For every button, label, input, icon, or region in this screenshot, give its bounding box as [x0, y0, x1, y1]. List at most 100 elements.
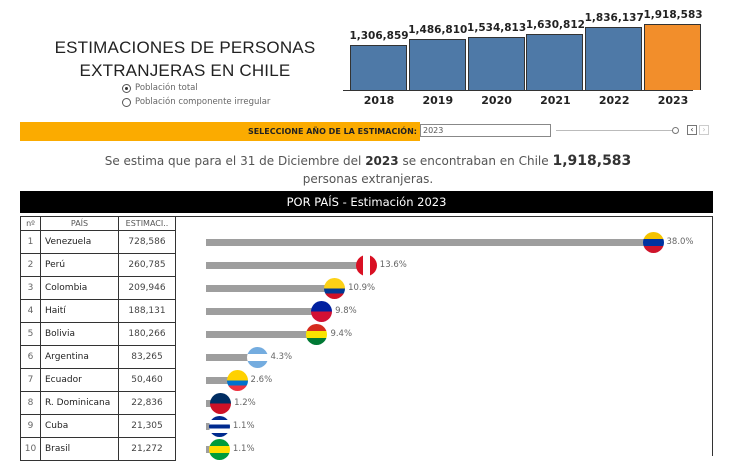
year-bar-label: 1,630,812: [525, 18, 585, 31]
table-row[interactable]: 4 Haití 188,131: [20, 299, 176, 323]
cell-est: 209,946: [118, 276, 176, 300]
country-pct-label: 1.2%: [234, 397, 256, 408]
col-header-n: nº: [20, 216, 41, 231]
flag-icon-hait: [311, 301, 333, 322]
cell-pais: Colombia: [40, 276, 119, 300]
flag-icon-bolivia: [306, 324, 328, 345]
country-pct-label: 13.6%: [379, 259, 407, 270]
table-row[interactable]: 3 Colombia 209,946: [20, 276, 176, 300]
cell-n: 2: [20, 253, 41, 277]
cell-pais: Perú: [40, 253, 119, 277]
country-pct-label: 1.1%: [232, 420, 255, 431]
table-row[interactable]: 8 R. Dominicana 22,836: [20, 391, 176, 415]
year-bar-label: 1,534,813: [467, 22, 527, 35]
cell-pais: Brasil: [40, 437, 119, 461]
cell-n: 7: [20, 368, 41, 392]
slider-handle[interactable]: [672, 127, 679, 134]
country-pct-label: 4.3%: [270, 351, 293, 362]
year-tick-label: 2022: [598, 94, 630, 107]
country-pct-label: 1.1%: [232, 443, 255, 454]
flag-icon-ecuador: [226, 370, 248, 391]
country-bar-chart: 38.0% 13.6% 10.9% 9.8% 9.4% 4.3% 2.6% 1.2% 1.1% 1…: [175, 216, 713, 460]
year-bar-2018[interactable]: [350, 45, 407, 90]
country-bar[interactable]: [206, 377, 237, 384]
cell-pais: Bolivia: [40, 322, 119, 346]
country-pct-label: 10.9%: [348, 282, 376, 293]
col-header-pais: PAÍS: [40, 216, 119, 231]
flag-icon-cuba: [208, 416, 230, 437]
cell-pais: Cuba: [40, 414, 119, 438]
year-tick-label: 2019: [422, 94, 454, 107]
table-row[interactable]: 7 Ecuador 50,460: [20, 368, 176, 392]
cell-est: 180,266: [118, 322, 176, 346]
year-bar-2023[interactable]: [644, 24, 701, 90]
radio-poblacion-total[interactable]: Población total: [122, 83, 198, 93]
flag-icon-per: [355, 255, 377, 276]
cell-n: 3: [20, 276, 41, 300]
country-pct-label: 9.8%: [335, 305, 357, 316]
cell-est: 21,272: [118, 437, 176, 461]
year-bar-label: 1,918,583: [643, 9, 703, 21]
cell-est: 83,265: [118, 345, 176, 369]
cell-pais: R. Dominicana: [40, 391, 119, 415]
flag-icon-colombia: [324, 278, 346, 299]
table-row[interactable]: 1 Venezuela 728,586: [20, 230, 176, 254]
page-title: ESTIMACIONES DE PERSONAS EXTRANJERAS EN …: [54, 38, 316, 80]
year-bar-2020[interactable]: [467, 37, 525, 90]
flag-icon-venezuela: [642, 232, 664, 253]
table-row[interactable]: 2 Perú 260,785: [20, 253, 176, 277]
cell-est: 50,460: [118, 368, 176, 392]
summary-line-1: Se estima que para el 31 de Diciembre de…: [104, 153, 632, 169]
cell-est: 22,836: [118, 391, 176, 415]
year-slider[interactable]: [556, 130, 678, 131]
country-bar[interactable]: [206, 285, 335, 292]
cell-n: 4: [20, 299, 41, 323]
year-bar-2019[interactable]: [408, 38, 466, 90]
cell-est: 188,131: [118, 299, 176, 323]
year-tick-label: 2020: [481, 94, 512, 107]
col-header-estimacion[interactable]: ESTIMACI..: [118, 216, 176, 231]
year-bar-label: 1,306,859: [349, 30, 409, 43]
year-tick-label: 2023: [657, 94, 689, 107]
table-row[interactable]: 10 Brasil 21,272: [20, 437, 176, 461]
country-bar[interactable]: [206, 262, 366, 269]
year-bar-label: 1,836,137: [584, 11, 644, 24]
year-bar-2021[interactable]: [526, 33, 584, 90]
section-header: POR PAÍS - Estimación 2023: [20, 191, 713, 213]
country-bar[interactable]: [206, 354, 257, 361]
x-axis: [343, 90, 693, 91]
cell-pais: Venezuela: [40, 230, 119, 254]
cell-est: 728,586: [118, 230, 176, 254]
radio-selected-icon: [122, 83, 131, 93]
table-row[interactable]: 6 Argentina 83,265: [20, 345, 176, 369]
year-bar-label: 1,486,810: [408, 23, 468, 36]
cell-n: 6: [20, 345, 41, 369]
country-pct-label: 9.4%: [330, 328, 353, 339]
table-row[interactable]: 9 Cuba 21,305: [20, 414, 176, 438]
cell-n: 8: [20, 391, 41, 415]
table-row[interactable]: 5 Bolivia 180,266: [20, 322, 176, 346]
radio-poblacion-irregular[interactable]: Población componente irregular: [122, 97, 270, 107]
radio-empty-icon: [122, 97, 131, 107]
country-pct-label: 38.0%: [666, 236, 694, 247]
year-tick-label: 2021: [540, 94, 571, 107]
country-bar[interactable]: [206, 331, 317, 338]
cell-pais: Argentina: [40, 345, 119, 369]
flag-icon-argentina: [246, 347, 268, 368]
year-tick-label: 2018: [363, 94, 395, 107]
cell-est: 21,305: [118, 414, 176, 438]
year-filter-label: SELECCIONE AÑO DE LA ESTIMACIÓN:: [20, 122, 420, 141]
cell-n: 1: [20, 230, 41, 254]
cell-pais: Ecuador: [40, 368, 119, 392]
cell-pais: Haití: [40, 299, 119, 323]
prev-year-button[interactable]: ‹: [687, 125, 697, 135]
year-bar-2022[interactable]: [585, 26, 643, 90]
country-bar[interactable]: [206, 308, 322, 315]
cell-n: 5: [20, 322, 41, 346]
next-year-button[interactable]: ›: [699, 125, 709, 135]
year-filter-input[interactable]: 2023: [420, 124, 551, 137]
country-bar[interactable]: [206, 239, 653, 246]
country-pct-label: 2.6%: [250, 374, 273, 385]
cell-est: 260,785: [118, 253, 176, 277]
flag-icon-brasil: [208, 439, 230, 460]
